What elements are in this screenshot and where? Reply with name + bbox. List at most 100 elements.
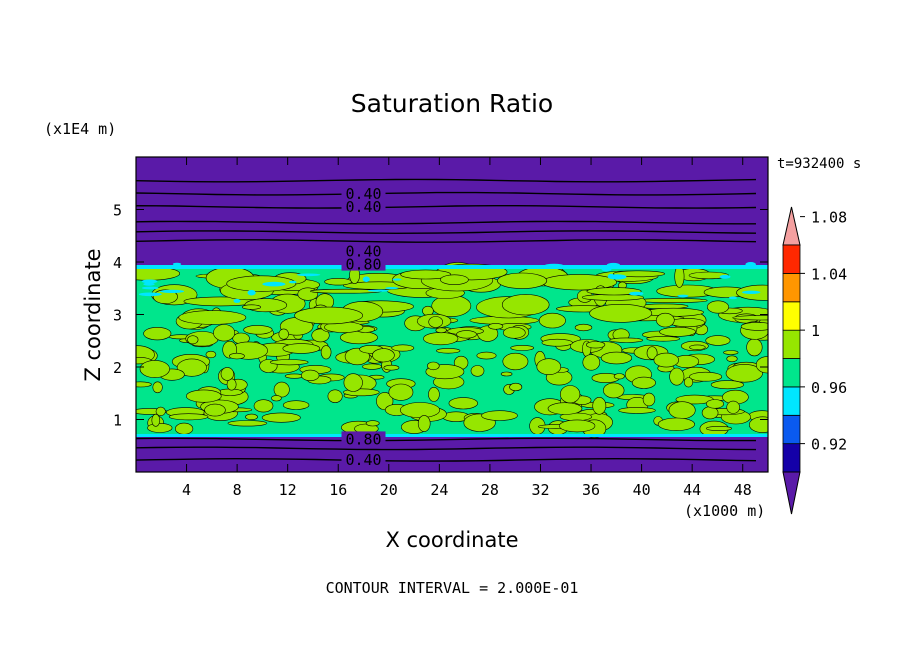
supersaturated-patch xyxy=(205,350,217,359)
y-axis-label: Z coordinate xyxy=(81,248,105,381)
supersaturated-patch xyxy=(646,336,681,342)
supersaturated-patch xyxy=(155,406,166,417)
saturated-patch xyxy=(608,273,615,278)
contour-line xyxy=(136,220,756,225)
supersaturated-patch xyxy=(509,382,523,392)
supersaturated-patch xyxy=(669,367,685,386)
supersaturated-patch xyxy=(175,422,194,435)
supersaturated-patch xyxy=(497,272,548,289)
supersaturated-patches xyxy=(136,262,768,438)
saturated-patch xyxy=(141,286,159,290)
x-tick-label: 12 xyxy=(279,481,297,499)
saturated-patch xyxy=(742,290,761,294)
supersaturated-patch xyxy=(186,389,222,403)
supersaturated-patch xyxy=(705,425,732,431)
contour-line xyxy=(136,204,757,209)
supersaturated-patch xyxy=(585,341,606,349)
supersaturated-patch xyxy=(612,270,665,278)
contour-label-bg xyxy=(341,243,386,258)
supersaturated-patch xyxy=(642,392,656,407)
supersaturated-patch xyxy=(327,389,343,403)
supersaturated-patch xyxy=(592,396,607,415)
y-tick-label: 1 xyxy=(113,412,122,430)
colorbar: 0.92 0.96 1 1.04 1.08 xyxy=(782,206,847,515)
supersaturated-patch xyxy=(755,356,768,374)
y-tick-label: 5 xyxy=(113,202,122,220)
x-tick-label: 36 xyxy=(582,481,600,499)
supersaturated-patch xyxy=(510,344,535,351)
supersaturated-patch xyxy=(456,330,477,339)
cloud-top-edge xyxy=(136,265,768,269)
supersaturated-patch xyxy=(278,328,289,340)
supersaturated-patch xyxy=(541,338,573,347)
x-unit-label: (x1000 m) xyxy=(684,502,765,520)
supersaturated-patch xyxy=(253,399,274,413)
supersaturated-patch xyxy=(470,365,485,377)
supersaturated-patch xyxy=(502,326,526,339)
supersaturated-patch xyxy=(136,381,152,388)
plot-area xyxy=(136,157,768,472)
contour-label: 0.40 xyxy=(345,243,381,261)
supersaturated-patch xyxy=(261,412,301,423)
contour-label-bg xyxy=(341,185,386,200)
saturated-patch xyxy=(233,298,241,303)
supersaturated-patch xyxy=(365,420,380,427)
supersaturated-patch xyxy=(187,335,199,345)
supersaturated-patch xyxy=(282,343,321,354)
supersaturated-patch xyxy=(339,330,378,345)
colorbar-bottom-arrow xyxy=(782,471,801,515)
supersaturated-patch xyxy=(559,385,581,404)
supersaturated-patch xyxy=(428,386,440,402)
saturated-patch xyxy=(677,294,689,298)
colorbar-label: 0.92 xyxy=(811,436,847,454)
supersaturated-patch xyxy=(613,373,625,380)
colorbar-segment xyxy=(782,386,801,416)
x-tick-label: 44 xyxy=(683,481,701,499)
supersaturated-patch xyxy=(388,383,414,401)
time-label: t=932400 s xyxy=(777,156,861,172)
contour-lines xyxy=(136,178,757,462)
supersaturated-patch xyxy=(655,312,675,328)
x-tick-label: 24 xyxy=(430,481,448,499)
supersaturated-patch xyxy=(500,371,513,377)
supersaturated-patch xyxy=(301,369,320,382)
contour-line xyxy=(136,457,757,462)
supersaturated-patch xyxy=(271,395,282,402)
contour-label-bg xyxy=(341,431,386,446)
supersaturated-patch xyxy=(710,380,745,390)
supersaturated-patch xyxy=(646,346,658,360)
contour-line xyxy=(136,230,757,235)
x-tick-label: 16 xyxy=(329,481,347,499)
y-unit-label: (x1E4 m) xyxy=(44,120,116,138)
supersaturated-patch xyxy=(574,323,593,332)
colorbar-label: 1.08 xyxy=(811,209,847,227)
supersaturated-patch xyxy=(284,373,305,379)
supersaturated-patch xyxy=(245,413,258,421)
contour-line xyxy=(136,191,757,196)
supersaturated-patch xyxy=(168,413,209,421)
colorbar-label: 1.04 xyxy=(811,265,847,283)
supersaturated-patch xyxy=(273,381,290,398)
supersaturated-patch xyxy=(653,352,679,368)
y-tick-label: 4 xyxy=(113,254,122,272)
supersaturated-patch xyxy=(400,269,452,280)
saturated-patch xyxy=(367,289,389,292)
chart-title: Saturation Ratio xyxy=(351,89,553,118)
x-tick-label: 40 xyxy=(633,481,651,499)
supersaturated-patch xyxy=(152,381,163,394)
supersaturated-patch xyxy=(436,348,461,354)
supersaturated-patch xyxy=(243,325,273,335)
supersaturated-patch xyxy=(435,327,447,334)
supersaturated-patch xyxy=(320,345,332,360)
x-axis-label: X coordinate xyxy=(385,528,518,552)
supersaturated-patch xyxy=(618,407,656,414)
supersaturated-patch xyxy=(227,420,268,427)
supersaturated-patch xyxy=(448,397,478,410)
saturated-patch xyxy=(296,273,321,277)
colorbar-label: 0.96 xyxy=(811,379,847,397)
supersaturated-patch xyxy=(502,352,529,371)
saturated-patch xyxy=(138,292,162,297)
supersaturated-patch xyxy=(220,367,234,381)
saturated-patch xyxy=(247,289,256,296)
supersaturated-patch xyxy=(725,364,763,383)
